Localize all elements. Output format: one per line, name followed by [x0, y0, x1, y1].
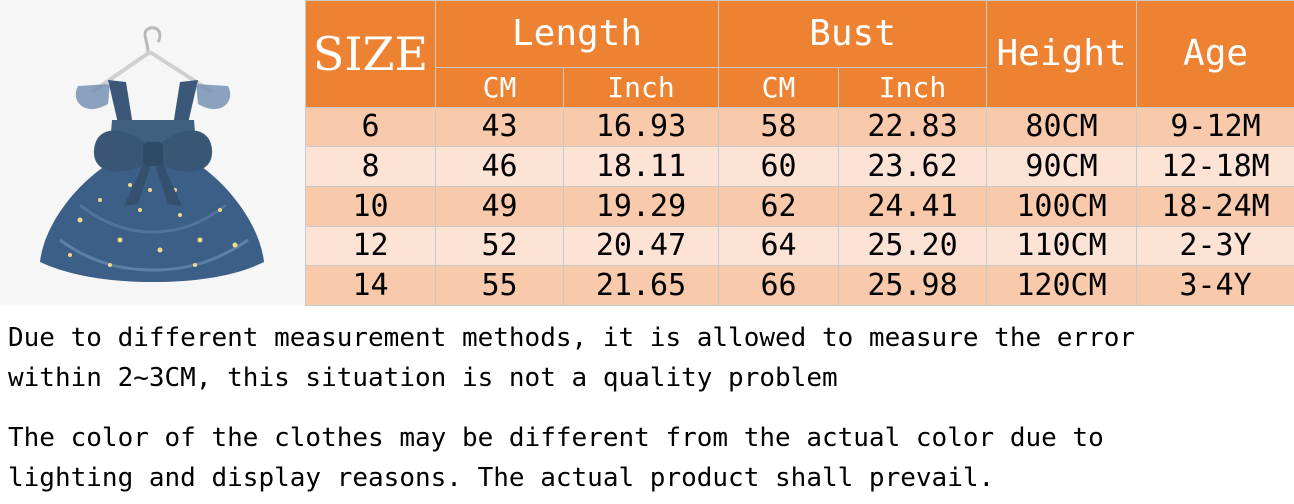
cell-size: 12 [305, 226, 436, 266]
cell-size: 14 [305, 265, 436, 306]
color-note: The color of the clothes may be differen… [8, 418, 1288, 498]
table-row: 6 43 16.93 58 22.83 80CM 9-12M [305, 107, 1294, 147]
cell-age: 18-24M [1136, 186, 1294, 227]
cell-age: 3-4Y [1136, 265, 1294, 306]
cell-length-inch: 19.29 [562, 186, 720, 227]
cell-bust-cm: 60 [718, 146, 840, 187]
header-size: SIZE [305, 0, 436, 108]
header-age: Age [1136, 0, 1294, 108]
cell-length-inch: 16.93 [562, 107, 720, 147]
header-length-inch: Inch [562, 67, 720, 108]
cell-height: 80CM [986, 107, 1138, 147]
cell-length-inch: 20.47 [562, 226, 720, 266]
cell-size: 6 [305, 107, 436, 147]
cell-bust-cm: 58 [718, 107, 840, 147]
cell-height: 100CM [986, 186, 1138, 227]
cell-age: 9-12M [1136, 107, 1294, 147]
cell-bust-inch: 24.41 [838, 186, 988, 227]
cell-age: 12-18M [1136, 146, 1294, 187]
cell-bust-cm: 64 [718, 226, 840, 266]
cell-bust-cm: 62 [718, 186, 840, 227]
header-bust-cm: CM [718, 67, 840, 108]
cell-age: 2-3Y [1136, 226, 1294, 266]
header-bust: Bust [718, 0, 988, 68]
bow-icon [93, 130, 213, 206]
color-note-line1: The color of the clothes may be differen… [8, 423, 1104, 453]
measurement-note-line2: within 2~3CM, this situation is not a qu… [8, 363, 838, 393]
cell-size: 10 [305, 186, 436, 227]
cell-size: 8 [305, 146, 436, 187]
table-row: 10 49 19.29 62 24.41 100CM 18-24M [305, 186, 1294, 227]
cell-length-inch: 18.11 [562, 146, 720, 187]
cell-bust-inch: 25.98 [838, 265, 988, 306]
header-length-cm: CM [435, 67, 564, 108]
sequins [68, 183, 238, 267]
cell-length-cm: 52 [435, 226, 564, 266]
table-row: 8 46 18.11 60 23.62 90CM 12-18M [305, 146, 1294, 187]
header-bust-inch: Inch [838, 67, 988, 108]
product-photo [0, 0, 305, 305]
cell-length-cm: 49 [435, 186, 564, 227]
cell-bust-inch: 22.83 [838, 107, 988, 147]
table-row: 14 55 21.65 66 25.98 120CM 3-4Y [305, 265, 1294, 306]
cell-length-cm: 43 [435, 107, 564, 147]
cell-height: 90CM [986, 146, 1138, 187]
measurement-note-line1: Due to different measurement methods, it… [8, 323, 1136, 353]
cell-bust-cm: 66 [718, 265, 840, 306]
color-note-line2: lighting and display reasons. The actual… [8, 463, 995, 493]
cell-height: 110CM [986, 226, 1138, 266]
header-height: Height [986, 0, 1138, 108]
dress-straps [75, 80, 231, 132]
cell-length-cm: 55 [435, 265, 564, 306]
header-length: Length [434, 0, 720, 68]
cell-bust-inch: 25.20 [838, 226, 988, 266]
cell-height: 120CM [986, 265, 1138, 306]
table-row: 12 52 20.47 64 25.20 110CM 2-3Y [305, 226, 1294, 266]
cell-length-inch: 21.65 [562, 265, 720, 306]
dress-skirt [40, 164, 264, 282]
measurement-note: Due to different measurement methods, it… [8, 318, 1288, 398]
size-chart-table: SIZE Length Bust Height Age CM Inch CM I… [305, 0, 1294, 306]
dress-illustration [0, 0, 305, 305]
cell-length-cm: 46 [435, 146, 564, 187]
cell-bust-inch: 23.62 [838, 146, 988, 187]
